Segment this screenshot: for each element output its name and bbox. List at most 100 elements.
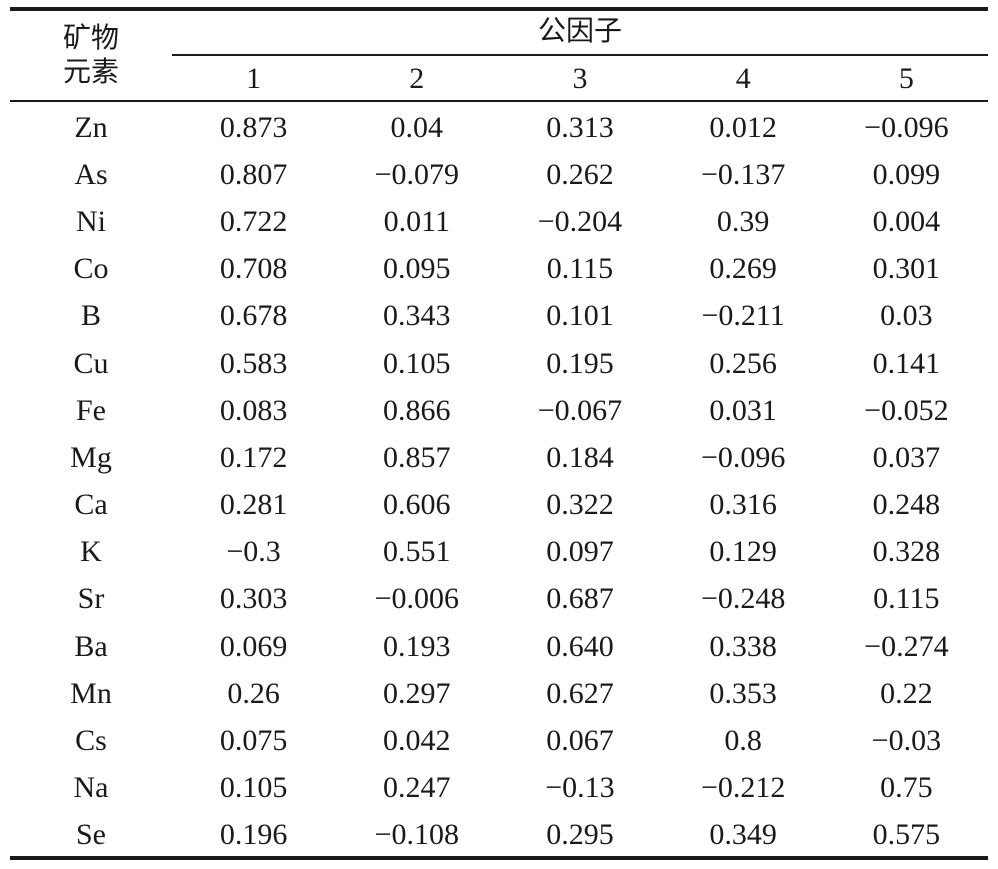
loading-cell: 0.105: [383, 346, 451, 380]
loading-cell: 0.606: [383, 488, 451, 522]
loading-cell: 0.256: [709, 346, 777, 380]
loading-cell: 0.303: [219, 582, 288, 616]
loading-cell: −0.248: [700, 582, 786, 616]
loading-cell: 0.551: [383, 535, 451, 569]
loading-cell: −0.108: [374, 818, 459, 852]
table-row: Co 0.708 0.095 0.115 0.269 0.301: [10, 246, 988, 293]
loading-cell: 0.141: [872, 346, 941, 380]
factor-header-5: 5: [898, 62, 914, 95]
loading-cell: 0.031: [709, 393, 777, 427]
table-row: Cu 0.583 0.105 0.195 0.256 0.141: [10, 340, 988, 387]
table-row: Zn 0.873 0.04 0.313 0.012 −0.096: [10, 104, 988, 151]
loading-cell: 0.262: [546, 157, 614, 191]
loading-cell: 0.281: [219, 488, 288, 522]
loading-cell: 0.866: [383, 393, 451, 427]
loading-cell: 0.687: [546, 582, 614, 616]
loading-cell: 0.22: [880, 676, 933, 710]
loading-cell: 0.39: [716, 204, 770, 238]
table-row: Ni 0.722 0.011 −0.204 0.39 0.004: [10, 198, 988, 245]
factor-header-1: 1: [246, 62, 262, 95]
factor-header-2: 2: [409, 62, 425, 95]
loading-cell: 0.095: [383, 252, 451, 286]
loading-cell: 0.115: [546, 252, 614, 286]
element-cell: As: [74, 157, 108, 191]
table-row: Se 0.196 −0.108 0.295 0.349 0.575: [10, 812, 988, 859]
loading-cell: −0.03: [871, 724, 942, 758]
loading-cell: 0.75: [880, 771, 933, 805]
loading-cell: 0.099: [872, 157, 941, 191]
row-header-line2: 元素: [62, 55, 119, 88]
group-header: 公因子: [537, 14, 622, 47]
top-rule: [10, 7, 988, 11]
loading-cell: 0.338: [709, 629, 777, 663]
loading-cell: −0.096: [700, 440, 786, 474]
loading-cell: 0.101: [546, 299, 614, 333]
table-row: K −0.3 0.551 0.097 0.129 0.328: [10, 529, 988, 576]
loading-cell: 0.575: [872, 818, 941, 852]
loading-cell: −0.212: [700, 771, 786, 805]
element-cell: Ni: [76, 204, 106, 238]
loading-cell: 0.129: [709, 535, 777, 569]
element-cell: K: [80, 535, 102, 569]
element-cell: Mg: [70, 440, 112, 474]
loading-cell: 0.873: [219, 110, 288, 144]
loading-cell: 0.012: [709, 110, 777, 144]
loading-cell: 0.857: [383, 440, 451, 474]
element-cell: Mn: [70, 676, 112, 710]
table-row: As 0.807 −0.079 0.262 −0.137 0.099: [10, 151, 988, 198]
loading-cell: 0.349: [709, 818, 777, 852]
loading-cell: −0.067: [537, 393, 623, 427]
loading-cell: 0.343: [383, 299, 451, 333]
loading-cell: 0.295: [546, 818, 614, 852]
factor-header-3: 3: [572, 62, 588, 95]
loading-cell: −0.211: [701, 299, 785, 333]
group-underline: [172, 54, 988, 56]
loading-cell: −0.3: [226, 535, 281, 569]
bottom-rule: [10, 856, 988, 860]
loading-cell: 0.011: [383, 204, 450, 238]
loading-cell: 0.042: [383, 724, 451, 758]
element-cell: Ba: [74, 629, 108, 663]
factor-loading-table: 矿物 元素 公因子 1 2 3 4 5 Zn 0.873 0.04 0.313 0.01…: [10, 0, 988, 869]
loading-cell: 0.184: [546, 440, 614, 474]
loading-cell: 0.172: [219, 440, 288, 474]
loading-cell: 0.075: [219, 724, 288, 758]
loading-cell: 0.722: [219, 204, 288, 238]
table-row: Cs 0.075 0.042 0.067 0.8 −0.03: [10, 717, 988, 764]
loading-cell: −0.096: [864, 110, 949, 144]
element-cell: Cu: [73, 346, 109, 380]
element-cell: Zn: [74, 110, 108, 144]
loading-cell: 0.083: [219, 393, 288, 427]
loading-cell: 0.269: [709, 252, 777, 286]
loading-cell: 0.247: [383, 771, 451, 805]
table-row: B 0.678 0.343 0.101 −0.211 0.03: [10, 293, 988, 340]
table-row: Fe 0.083 0.866 −0.067 0.031 −0.052: [10, 387, 988, 434]
loading-cell: −0.13: [545, 771, 615, 805]
loading-cell: −0.079: [374, 157, 459, 191]
row-header-line1: 矿物: [62, 21, 119, 54]
element-cell: Sr: [77, 582, 105, 616]
table-row: Ba 0.069 0.193 0.640 0.338 −0.274: [10, 623, 988, 670]
loading-cell: 0.04: [390, 110, 444, 144]
table-body: Zn 0.873 0.04 0.313 0.012 −0.096 As 0.807 −0.079…: [10, 104, 988, 859]
loading-cell: −0.052: [864, 393, 949, 427]
loading-cell: 0.069: [219, 629, 288, 663]
loading-cell: 0.316: [709, 488, 777, 522]
loading-cell: 0.322: [546, 488, 614, 522]
loading-cell: −0.137: [700, 157, 786, 191]
loading-cell: 0.328: [872, 535, 941, 569]
loading-cell: 0.8: [724, 724, 762, 758]
loading-cell: 0.297: [383, 676, 451, 710]
loading-cell: −0.006: [374, 582, 459, 616]
loading-cell: 0.196: [219, 818, 288, 852]
loading-cell: 0.037: [872, 440, 941, 474]
element-cell: Na: [73, 771, 109, 805]
factor-header-4: 4: [735, 62, 751, 95]
loading-cell: 0.26: [227, 676, 280, 710]
loading-cell: 0.115: [873, 582, 940, 616]
loading-cell: 0.248: [872, 488, 941, 522]
table-row: Mn 0.26 0.297 0.627 0.353 0.22: [10, 670, 988, 717]
loading-cell: 0.195: [546, 346, 614, 380]
loading-cell: −0.274: [864, 629, 949, 663]
table-row: Sr 0.303 −0.006 0.687 −0.248 0.115: [10, 576, 988, 623]
